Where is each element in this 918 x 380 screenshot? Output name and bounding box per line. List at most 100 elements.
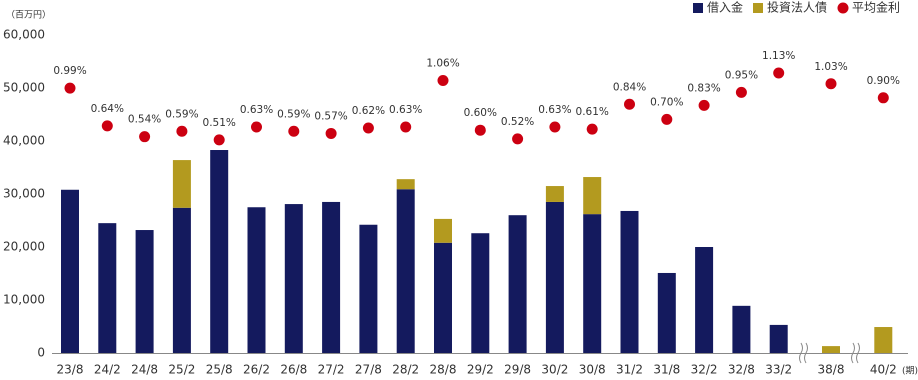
rate-dot [825,78,837,90]
bar [583,214,602,353]
rate-label: 0.61% [576,106,609,118]
x-tick-label: 26/2 [243,363,270,377]
rate-label: 0.59% [165,108,198,120]
x-tick-label: 40/2 [870,363,897,377]
x-tick-label: 38/8 [818,363,845,377]
bar [135,230,154,353]
y-unit-label: （百万円） [6,10,51,21]
rate-dot [735,86,747,98]
x-tick-label: 32/2 [691,363,718,377]
x-unit-label: (期) [902,366,918,377]
bar [695,247,714,353]
rate-dot [624,98,635,110]
x-tick-label: 30/8 [579,363,606,377]
x-tick-label: 33/2 [765,363,792,377]
rate-label: 0.99% [53,65,86,77]
bar [172,207,191,353]
bar [247,207,266,353]
x-tick-label: 25/2 [168,363,195,377]
y-tick-label: 20,000 [3,240,45,254]
rate-label: 0.63% [389,104,422,116]
x-tick-label: 31/2 [616,363,643,377]
y-tick-label: 40,000 [3,134,45,148]
rate-label: 1.13% [762,50,795,62]
rate-label: 0.70% [650,96,683,108]
bar [545,201,564,353]
bar [434,218,452,243]
x-tick-label: 24/2 [94,363,121,377]
rate-label: 0.63% [240,104,273,116]
bar [471,233,490,353]
rate-label: 0.90% [867,75,900,87]
bar [172,160,191,208]
rate-dot [698,99,710,111]
rate-dot [586,123,598,135]
rate-dot [877,92,889,104]
rate-dot [362,122,374,134]
x-tick-label: 24/8 [131,363,158,377]
rate-dot [437,75,449,87]
rate-dot [773,67,785,79]
rate-dot [251,121,262,133]
x-tick-label: 25/8 [206,363,233,377]
bar [396,189,415,353]
legend-swatch [693,3,703,13]
rate-label: 0.54% [128,114,161,126]
x-tick-label: 30/2 [541,363,568,377]
rate-dot [288,125,300,137]
legend-swatch [837,2,849,14]
x-tick-label: 28/2 [392,363,419,377]
bar [769,324,788,353]
bar [583,177,602,215]
y-tick-label: 10,000 [3,293,45,307]
bar [732,305,751,353]
rate-dot [101,120,113,132]
rate-dot [176,125,188,137]
x-tick-label: 28/8 [430,363,457,377]
legend-swatch [753,3,763,13]
rate-dot [64,82,76,94]
rate-label: 0.52% [501,116,534,128]
rate-label: 0.51% [203,117,236,129]
rate-label: 0.95% [725,69,758,81]
rate-label: 0.62% [352,105,385,117]
rate-label: 0.60% [464,107,497,119]
bar [822,346,840,353]
rate-label: 0.57% [314,110,347,122]
legend-label: 投資法人債 [767,0,827,15]
rate-dot [474,124,486,136]
y-tick-label: 30,000 [3,187,45,201]
legend-label: 平均金利 [852,0,900,15]
bar [396,179,415,190]
rate-label: 0.64% [91,103,124,115]
x-tick-label: 31/8 [653,363,680,377]
bar [61,189,79,353]
y-tick-label: 50,000 [3,81,45,95]
bar [620,210,639,353]
bar [359,224,378,353]
bar [545,186,564,202]
bar [284,204,303,353]
bar [98,223,117,353]
rate-label: 0.59% [277,108,310,120]
rate-label: 1.03% [814,61,847,73]
x-tick-label: 27/8 [355,363,382,377]
x-tick-label: 27/2 [318,363,345,377]
rate-label: 1.06% [426,58,459,70]
axis-break [799,342,860,364]
x-tick-label: 23/8 [57,363,84,377]
rate-dot [139,131,151,143]
legend-label: 借入金 [707,0,743,15]
x-tick-label: 26/8 [280,363,307,377]
rate-label: 0.63% [538,104,571,116]
rate-label: 0.84% [613,81,646,93]
rate-dot [213,134,225,146]
rate-dot [661,113,673,125]
bar [434,242,452,353]
bar [322,201,341,353]
rate-dot [549,121,561,133]
rate-dot [400,121,412,133]
y-tick-label: 0 [37,346,45,360]
rate-label: 0.83% [687,82,720,94]
